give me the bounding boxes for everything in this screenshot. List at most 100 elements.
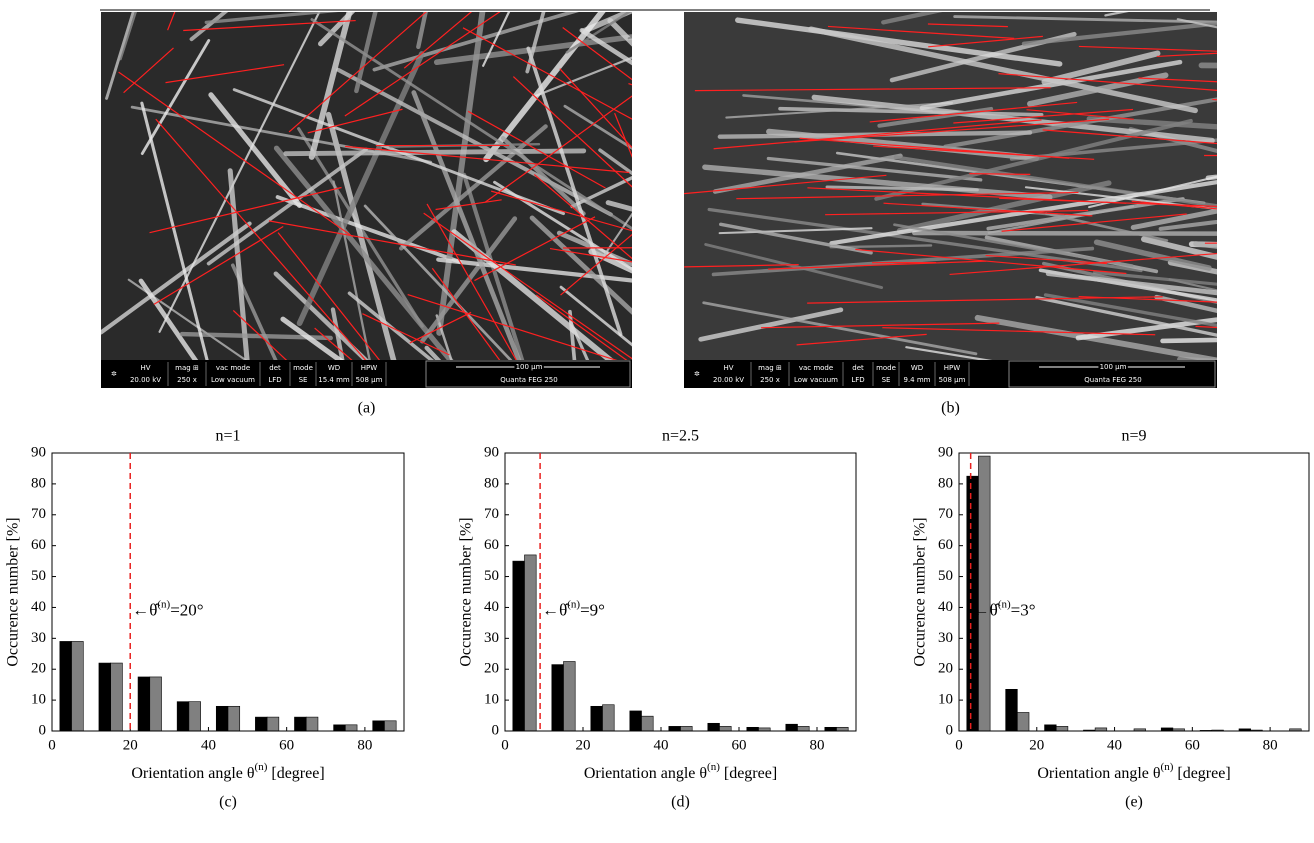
fiber [424, 345, 442, 360]
chart-caption: (d) [671, 794, 690, 811]
scale-label: 100 μm [516, 363, 543, 371]
image-caption: (a) [358, 400, 376, 417]
x-label-text: Orientation angle θ [584, 765, 707, 782]
bar [59, 641, 72, 732]
x-label-text: Orientation angle θ [1037, 765, 1160, 782]
x-tick-label: 60 [279, 737, 294, 753]
measure-line [713, 119, 1042, 150]
fiber [735, 17, 1063, 67]
measure-line [949, 252, 1217, 276]
y-tick-label: 0 [492, 722, 500, 738]
fiber [138, 278, 199, 360]
info-bar [101, 360, 632, 388]
measure-line [927, 23, 1008, 28]
fiber [296, 51, 425, 327]
bar [1017, 712, 1030, 732]
x-tick-label: 40 [201, 737, 216, 753]
info-value: 250 x [177, 376, 197, 384]
measure-line [435, 199, 502, 211]
info-label: WD [911, 364, 923, 372]
fiber [829, 179, 1217, 246]
fiber [896, 180, 1112, 234]
fiber [893, 155, 1217, 208]
annotation: ←θ̂(n)=20° [132, 598, 203, 619]
fiber [273, 145, 454, 360]
measure-line [560, 233, 632, 296]
bar [668, 726, 681, 732]
measure-line [307, 108, 403, 134]
x-tick-label: 80 [810, 737, 825, 753]
measure-line [684, 174, 887, 195]
bar [98, 662, 111, 732]
fiber [483, 12, 606, 163]
bar [629, 710, 642, 732]
fiber [119, 12, 137, 61]
bar [524, 554, 537, 732]
x-tick-label: 20 [1029, 737, 1044, 753]
info-value: Low vacuum [211, 376, 255, 384]
x-tick-label: 20 [123, 737, 138, 753]
x-tick-label: 60 [732, 737, 747, 753]
bar [590, 705, 603, 732]
measure-line [559, 68, 632, 149]
fiber [778, 106, 1044, 117]
fiber [158, 12, 321, 333]
x-label-suffix: [degree] [1173, 765, 1230, 782]
fiber [1141, 236, 1217, 260]
info-value: 250 x [760, 376, 780, 384]
fiber [919, 59, 1183, 111]
fiber [1168, 278, 1217, 292]
annotation: ←θ̂(n)=9° [542, 598, 605, 619]
fiber [363, 204, 513, 360]
fiber [529, 215, 632, 315]
measure-line [426, 203, 517, 360]
info-label: HPW [361, 364, 377, 372]
fiber [435, 314, 453, 360]
fiber [140, 101, 209, 360]
y-tick-label: 40 [31, 599, 46, 615]
measure-line [149, 186, 342, 234]
annotation-text: ←θ̂ [542, 600, 570, 619]
bar [1005, 688, 1018, 732]
bar [305, 716, 319, 732]
info-value: 20.00 kV [713, 376, 744, 384]
measure-line [474, 216, 596, 282]
measure-line [928, 35, 1043, 48]
measure-line [409, 311, 472, 344]
fiber [987, 205, 1135, 234]
chart-caption: (c) [219, 794, 237, 811]
measure-line [1156, 52, 1217, 58]
measure-line [998, 73, 1217, 91]
measure-line [794, 118, 1110, 143]
measure-line [614, 112, 632, 158]
measure-line [533, 174, 632, 260]
bar [563, 661, 576, 732]
measure-line [491, 190, 632, 232]
fiber [354, 12, 378, 94]
x-label-text: Orientation angle θ [131, 765, 254, 782]
measure-line [155, 118, 367, 360]
info-value: 508 μm [356, 376, 383, 384]
info-logo: ✲ [111, 370, 117, 378]
y-axis-label: Occurence number [%] [912, 517, 929, 666]
measure-line [1138, 77, 1217, 83]
info-label: mode [876, 364, 896, 372]
bar [71, 641, 84, 732]
measure-line [1204, 242, 1217, 244]
x-tick-label: 60 [1185, 737, 1200, 753]
measure-line [873, 145, 1095, 160]
y-tick-label: 10 [938, 692, 953, 708]
info-label: vac mode [799, 364, 833, 372]
fiber [451, 229, 615, 360]
info-label: mag ⊞ [758, 364, 782, 372]
fiber [1042, 261, 1217, 304]
fiber [825, 185, 979, 192]
measure-line [1042, 129, 1217, 145]
bar [824, 726, 837, 732]
x-tick-label: 20 [576, 737, 591, 753]
bar [978, 455, 991, 732]
fiber [1130, 208, 1217, 230]
bar [176, 701, 190, 732]
fiber [273, 271, 369, 360]
fiber [1041, 50, 1161, 85]
